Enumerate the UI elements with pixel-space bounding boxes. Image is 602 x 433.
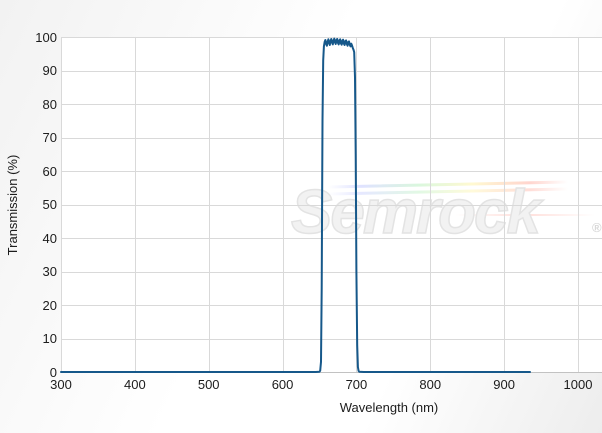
- x-tick-label: 1000: [563, 377, 593, 392]
- y-tick-label: 70: [42, 130, 57, 145]
- watermark-logo-text: Semrock: [290, 178, 541, 247]
- y-tick-label: 20: [42, 297, 57, 313]
- y-tick-label: 80: [42, 96, 57, 112]
- y-tick-label: 60: [42, 163, 57, 179]
- registered-trademark-symbol: ®: [592, 220, 602, 235]
- transmission-curve: [60, 37, 531, 373]
- y-tick-label: 30: [42, 264, 57, 279]
- y-tick-label: 0: [49, 364, 57, 380]
- y-tick-label: 100: [35, 29, 57, 45]
- x-tick-label: 300: [50, 377, 72, 392]
- plot-area-background: [61, 37, 602, 372]
- x-tick-label: 800: [419, 377, 442, 392]
- y-tick-label: 40: [42, 230, 57, 246]
- y-tick-label: 10: [42, 331, 57, 346]
- y-tick-label: 90: [42, 63, 57, 78]
- x-tick-label: 400: [123, 377, 146, 392]
- x-tick-label: 600: [271, 377, 294, 392]
- y-tick-label: 50: [42, 197, 57, 212]
- x-axis-title: Wavelength (nm): [339, 400, 439, 415]
- x-tick-label: 500: [197, 377, 220, 392]
- x-tick-label: 700: [345, 377, 368, 392]
- y-axis-title: Transmission (%): [5, 154, 20, 256]
- watermark-swoosh-tail: [455, 214, 595, 216]
- x-tick-label: 900: [493, 377, 515, 392]
